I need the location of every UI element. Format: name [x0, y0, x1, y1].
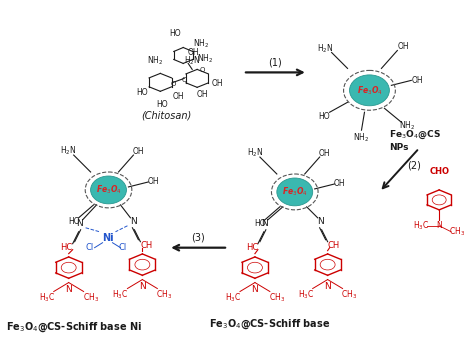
Text: H$_2$N: H$_2$N — [318, 42, 334, 55]
Text: O: O — [171, 81, 176, 87]
Text: HO: HO — [169, 29, 181, 38]
Text: NH$_2$: NH$_2$ — [147, 54, 164, 67]
Text: Cl: Cl — [85, 243, 94, 252]
Text: OH: OH — [196, 90, 208, 99]
Ellipse shape — [349, 75, 389, 106]
Text: CH$_3$: CH$_3$ — [156, 288, 173, 301]
Text: CH: CH — [328, 241, 340, 250]
Text: N: N — [317, 217, 324, 226]
Text: Fe$_3$O$_4$: Fe$_3$O$_4$ — [356, 84, 383, 97]
Text: O: O — [200, 68, 205, 73]
Text: NH$_2$: NH$_2$ — [193, 37, 209, 50]
Text: (3): (3) — [191, 233, 205, 243]
Text: OH: OH — [319, 149, 330, 157]
Text: H$_3$C: H$_3$C — [298, 288, 314, 301]
Text: (2): (2) — [407, 160, 421, 170]
Text: CH: CH — [140, 241, 153, 250]
Text: OH: OH — [398, 42, 409, 51]
Ellipse shape — [91, 176, 127, 204]
Text: Fe$_3$O$_4$@CS: Fe$_3$O$_4$@CS — [389, 129, 441, 141]
Text: NPs: NPs — [389, 143, 409, 152]
Text: (Chitosan): (Chitosan) — [141, 110, 191, 120]
Text: N: N — [65, 285, 72, 294]
Text: O: O — [182, 78, 187, 83]
Text: Fe$_3$O$_4$: Fe$_3$O$_4$ — [96, 184, 121, 196]
Text: NH$_2$: NH$_2$ — [197, 52, 213, 65]
Text: N: N — [262, 219, 268, 228]
Text: OH: OH — [173, 92, 184, 101]
Text: N: N — [324, 282, 331, 291]
Text: HO: HO — [137, 88, 148, 97]
Text: CHO: CHO — [429, 167, 449, 177]
Text: Fe$_3$O$_4$@CS-Schiff base: Fe$_3$O$_4$@CS-Schiff base — [209, 318, 330, 331]
Text: N: N — [130, 217, 137, 226]
Text: H$_3$C: H$_3$C — [38, 291, 55, 304]
Text: OH: OH — [411, 76, 423, 85]
Text: HO: HO — [156, 100, 168, 109]
Text: H$_3$C: H$_3$C — [413, 220, 429, 232]
Text: OH: OH — [133, 146, 144, 156]
Text: (1): (1) — [268, 57, 282, 68]
Text: N: N — [76, 219, 83, 228]
Text: N: N — [252, 285, 258, 294]
Text: Fe$_3$O$_4$@CS-Schiff base Ni: Fe$_3$O$_4$@CS-Schiff base Ni — [6, 321, 142, 334]
Text: H$_2$N: H$_2$N — [246, 147, 263, 159]
Text: N: N — [139, 282, 146, 291]
Text: HC: HC — [246, 243, 258, 252]
Text: H$_2$N: H$_2$N — [184, 54, 201, 67]
Text: CH$_3$: CH$_3$ — [341, 288, 357, 301]
Text: N: N — [436, 221, 442, 230]
Text: HO: HO — [254, 219, 266, 228]
Text: NH$_2$: NH$_2$ — [354, 132, 370, 144]
Text: HO: HO — [318, 112, 329, 121]
Text: H$_2$N: H$_2$N — [61, 145, 77, 157]
Text: OH: OH — [211, 79, 223, 88]
Text: H$_3$C: H$_3$C — [225, 291, 241, 304]
Text: Cl: Cl — [118, 243, 127, 252]
Text: H$_3$C: H$_3$C — [112, 288, 128, 301]
Text: OH: OH — [334, 179, 346, 188]
Text: CH$_3$: CH$_3$ — [82, 291, 99, 304]
Text: HC: HC — [61, 243, 73, 252]
Text: HO: HO — [68, 217, 80, 226]
Text: Fe$_3$O$_4$: Fe$_3$O$_4$ — [282, 186, 308, 198]
Text: CH$_3$: CH$_3$ — [449, 225, 465, 238]
Ellipse shape — [277, 178, 313, 206]
Text: Ni: Ni — [102, 233, 113, 243]
Text: NH$_2$: NH$_2$ — [399, 120, 415, 132]
Text: OH: OH — [147, 177, 159, 187]
Text: OH: OH — [187, 48, 199, 57]
Text: CH$_3$: CH$_3$ — [269, 291, 285, 304]
